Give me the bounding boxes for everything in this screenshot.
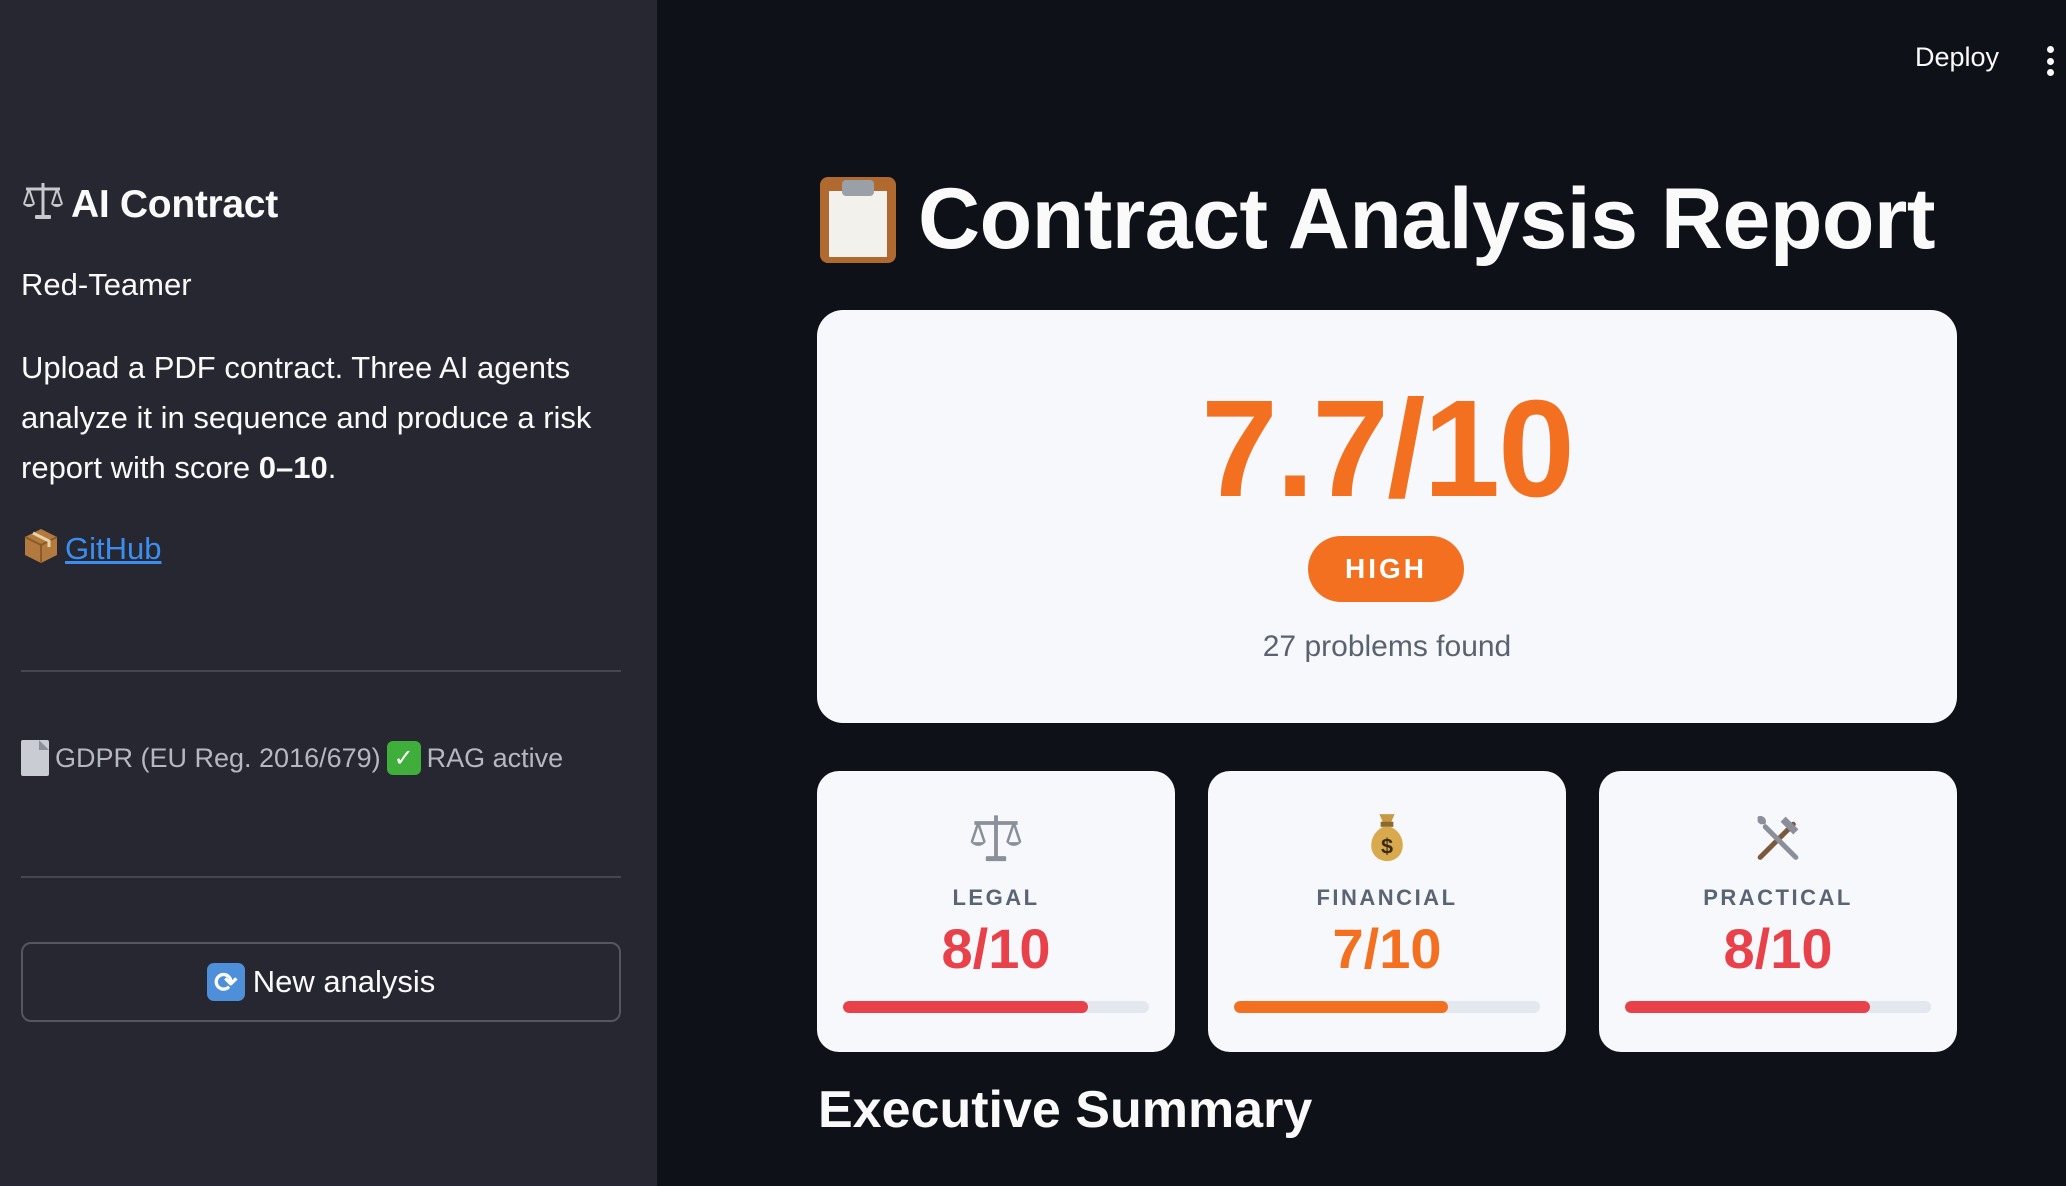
sidebar-subtitle: Red-Teamer	[21, 267, 192, 302]
category-label: FINANCIAL	[1316, 885, 1458, 910]
description-score-range: 0–10	[258, 450, 328, 485]
category-label: PRACTICAL	[1703, 885, 1853, 910]
category-score: 7/10	[1332, 917, 1442, 980]
category-score: 8/10	[1723, 917, 1833, 980]
page-title: Contract Analysis Report	[820, 170, 1936, 269]
category-progress-track	[1234, 1001, 1540, 1013]
category-progress-fill	[1234, 1001, 1449, 1013]
severity-badge: HIGH	[1308, 536, 1464, 602]
category-score: 8/10	[941, 917, 1051, 980]
category-card-practical: PRACTICAL 8/10	[1599, 771, 1957, 1052]
package-icon	[21, 525, 61, 573]
sidebar-title: AI Contract	[21, 178, 278, 232]
check-icon: ✓	[386, 741, 421, 775]
category-progress-fill	[1625, 1001, 1870, 1013]
sidebar-title-text: AI Contract	[71, 183, 278, 226]
knowledge-base-status: GDPR (EU Reg. 2016/679) ✓ RAG active	[21, 740, 563, 776]
sidebar-divider	[21, 670, 621, 672]
status-source: GDPR (EU Reg. 2016/679)	[55, 742, 381, 773]
category-card-financial: $ FINANCIAL 7/10	[1208, 771, 1566, 1052]
deploy-button[interactable]: Deploy	[1915, 42, 2000, 72]
refresh-icon: ⟳	[206, 963, 245, 1001]
new-analysis-button[interactable]: ⟳ New analysis	[21, 942, 621, 1022]
document-icon	[21, 740, 49, 776]
sidebar-description: Upload a PDF contract. Three AI agents a…	[21, 343, 621, 493]
clipboard-icon	[820, 176, 896, 263]
description-end: .	[327, 450, 337, 485]
page-title-text: Contract Analysis Report	[918, 171, 1936, 267]
sidebar: AI Contract Red-Teamer Upload a PDF cont…	[0, 0, 657, 1186]
category-label: LEGAL	[952, 885, 1040, 910]
category-progress-track	[1625, 1001, 1931, 1013]
main-menu-icon[interactable]	[2046, 46, 2054, 76]
money-bag-icon: $	[1208, 809, 1566, 865]
new-analysis-label: New analysis	[252, 964, 436, 999]
scales-icon	[817, 809, 1175, 865]
svg-text:$: $	[1381, 834, 1393, 859]
overall-score: 7.7/10	[1201, 372, 1575, 526]
category-card-legal: LEGAL 8/10	[817, 771, 1175, 1052]
github-link-row: GitHub	[21, 525, 161, 573]
status-rag: RAG active	[426, 742, 564, 773]
tools-icon	[1599, 809, 1957, 865]
executive-summary-heading: Executive Summary	[818, 1081, 1313, 1139]
description-text: Upload a PDF contract. Three AI agents a…	[21, 350, 592, 485]
overall-score-card: 7.7/10 HIGH 27 problems found	[817, 310, 1957, 723]
problems-count: 27 problems found	[1262, 630, 1512, 663]
category-progress-fill	[843, 1001, 1088, 1013]
scales-icon	[21, 178, 65, 232]
github-link[interactable]: GitHub	[65, 531, 162, 566]
sidebar-divider	[21, 876, 621, 878]
category-progress-track	[843, 1001, 1149, 1013]
